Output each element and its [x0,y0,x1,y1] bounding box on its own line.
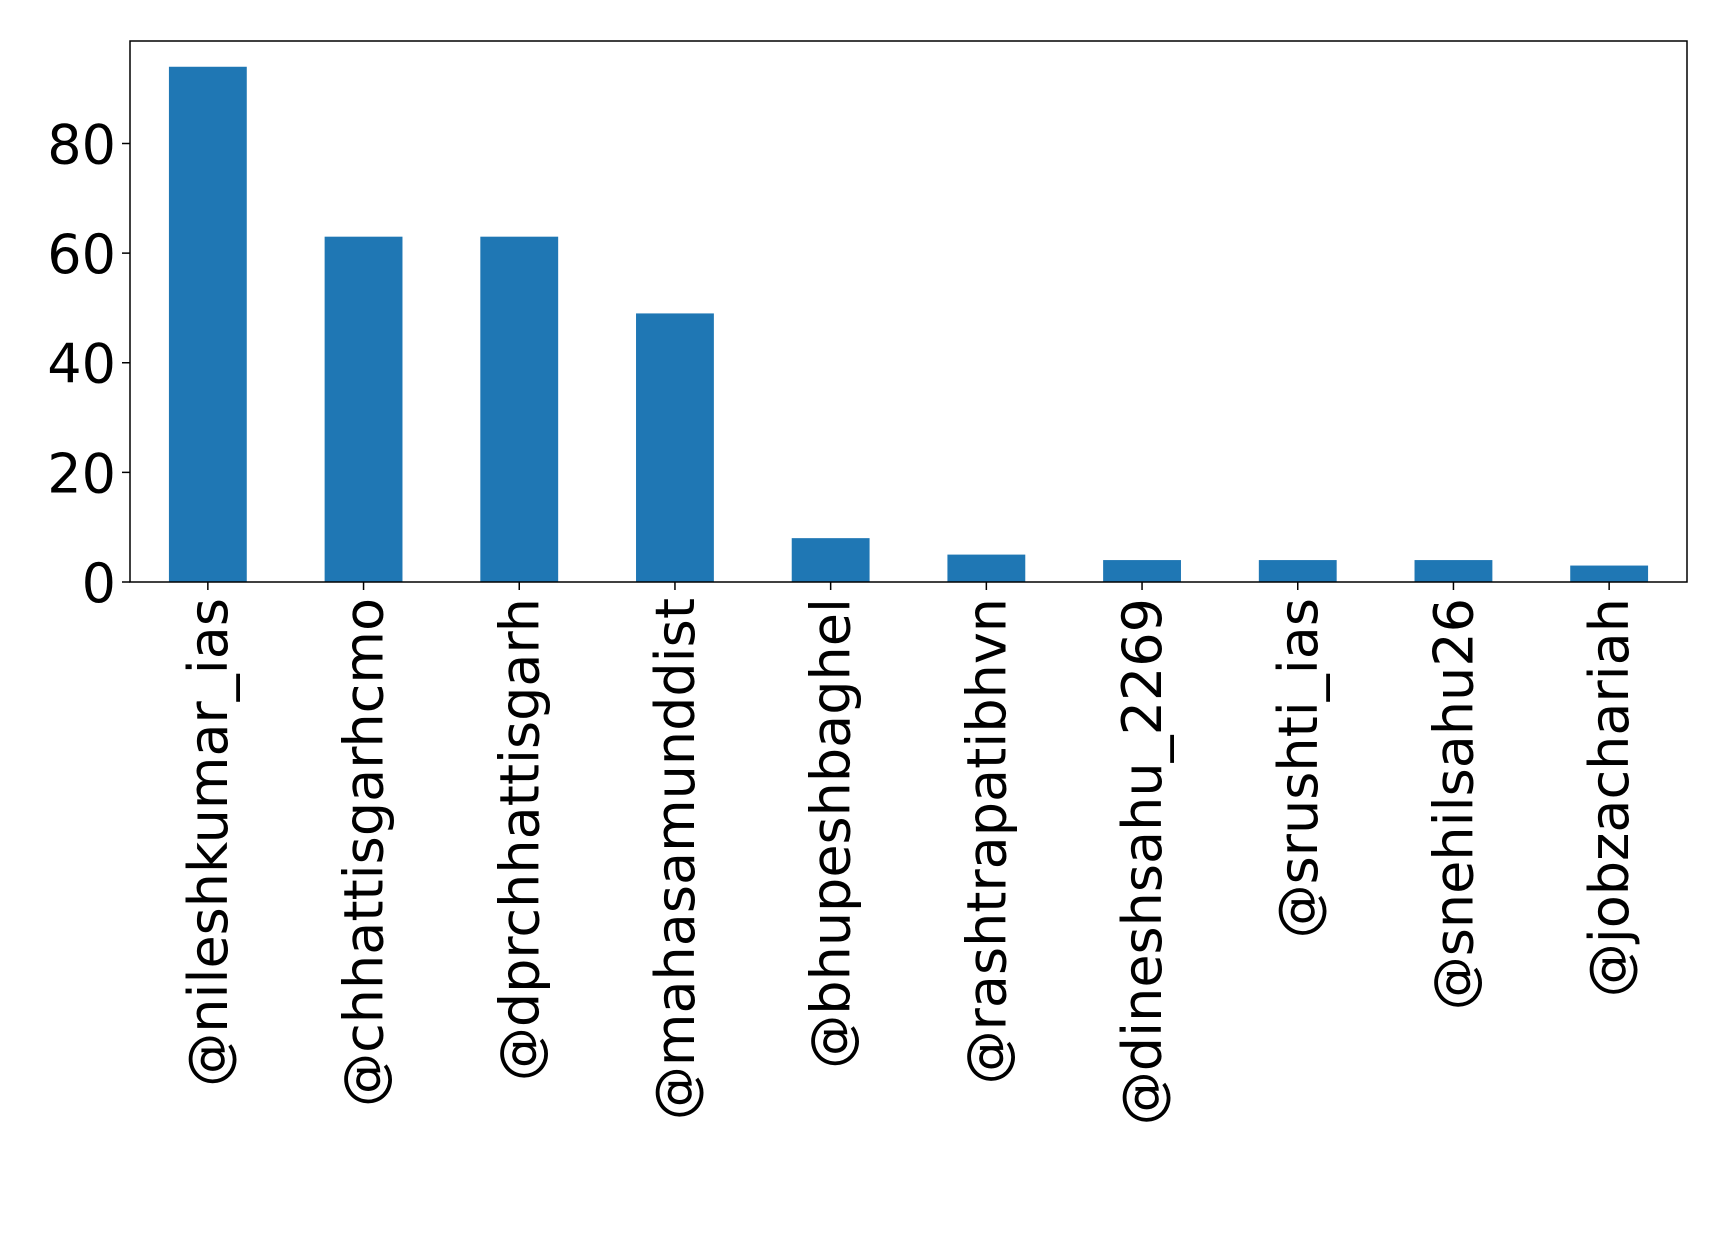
bar-jobzachariah [1570,565,1649,582]
bar-bhupeshbaghel [791,538,870,582]
y-tick-label: 20 [47,442,116,505]
bar-nileshkumar_ias [168,66,247,582]
bar-snehilsahu26 [1414,560,1493,582]
x-tick-label: @dineshsahu_2269 [1111,598,1174,1125]
y-tick-label: 80 [47,113,116,176]
x-tick-label: @snehilsahu26 [1422,598,1485,1010]
x-tick-label: @mahasamunddist [644,598,707,1120]
bar-series [168,66,1649,582]
y-tick-label: 0 [82,552,116,615]
y-axis: 0 20 40 60 80 [47,113,130,615]
bar-dprchhattisgarh [480,236,559,582]
plot-frame [129,40,1688,583]
bar-rashtrapatibhvn [947,554,1026,582]
y-tick-label: 40 [47,333,116,396]
x-tick-label: @dprchhattisgarh [488,598,551,1081]
x-axis: @nileshkumar_ias @chhattisgarhcmo @dprchha… [177,582,1641,1125]
bar-dineshsahu_2269 [1103,560,1181,582]
x-tick-label: @rashtrapatibhvn [955,598,1018,1084]
x-tick-label: @jobzachariah [1578,598,1641,997]
x-tick-label: @srushti_ias [1267,598,1330,938]
bar-srushti_ias [1258,560,1337,582]
x-tick-label: @nileshkumar_ias [177,598,240,1087]
x-tick-label: @bhupeshbaghel [800,598,863,1069]
bar-chhattisgarhcmo [324,236,403,582]
bar-mahasamunddist [636,313,714,582]
x-tick-label: @chhattisgarhcmo [333,598,396,1107]
y-tick-label: 60 [47,223,116,286]
